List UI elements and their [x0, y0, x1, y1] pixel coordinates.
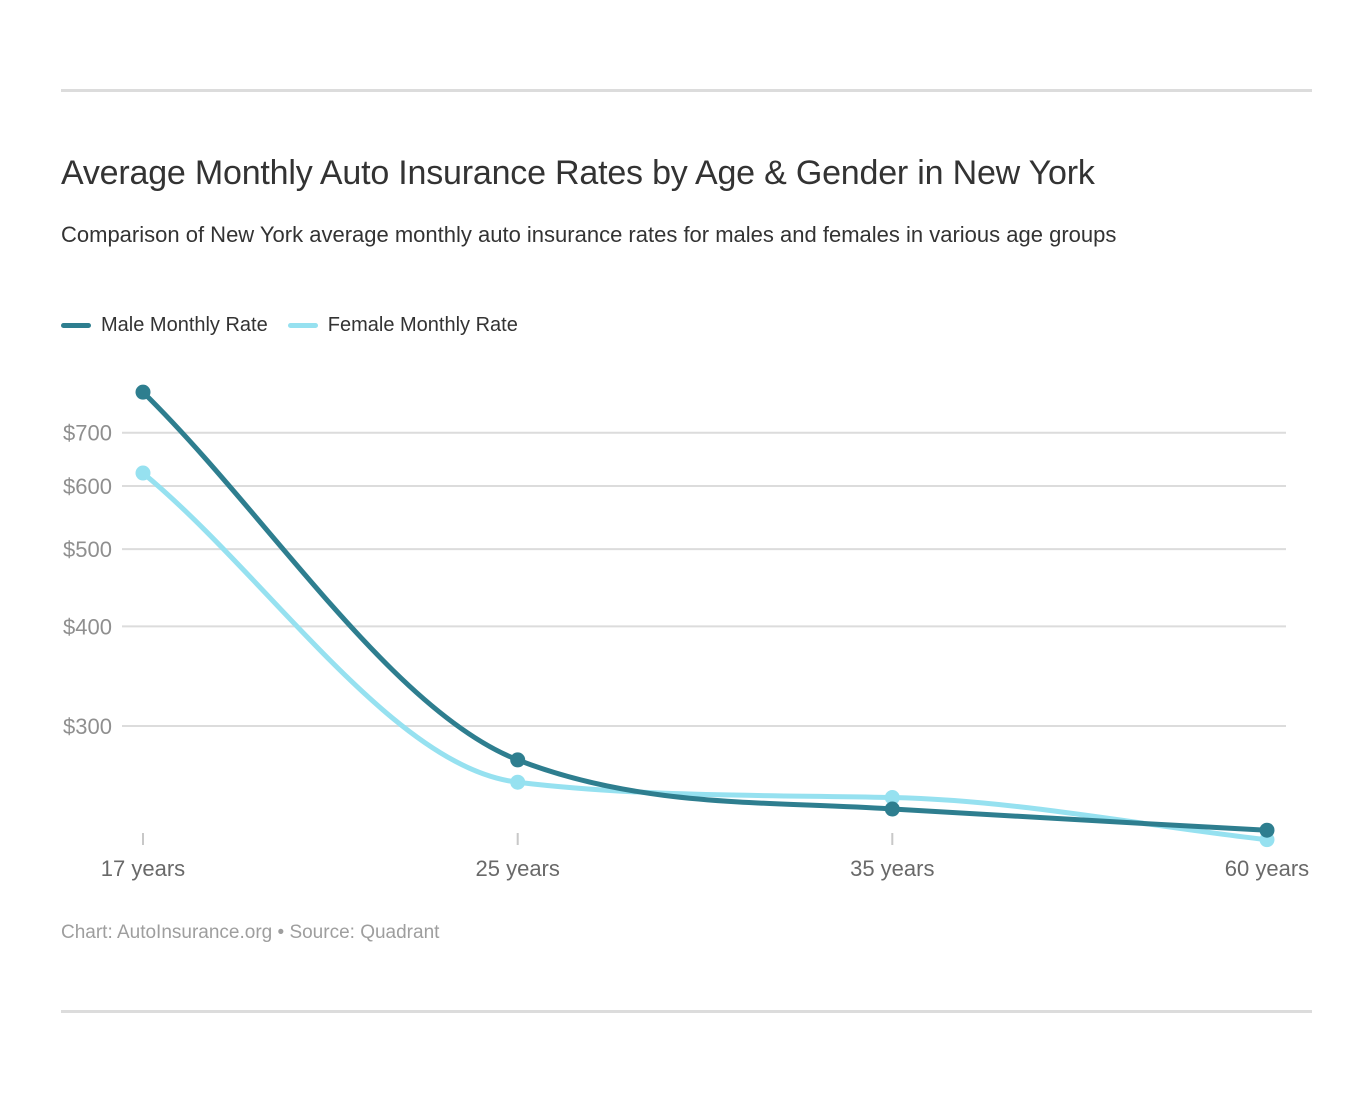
legend-label-male: Male Monthly Rate	[101, 314, 268, 336]
female-data-point	[510, 774, 526, 790]
chart-subtitle: Comparison of New York average monthly a…	[61, 222, 1117, 247]
x-axis-label: 25 years	[476, 856, 560, 881]
female-data-point	[135, 465, 151, 481]
male-data-point	[1259, 822, 1275, 838]
male-data-point	[510, 752, 526, 768]
y-axis-label: $300	[63, 714, 112, 739]
female-rate-line	[141, 471, 1268, 843]
x-axis-label: 35 years	[850, 856, 934, 881]
x-axis-label: 60 years	[1225, 856, 1309, 881]
chart-title: Average Monthly Auto Insurance Rates by …	[61, 154, 1095, 192]
legend-swatch-female-icon	[287, 323, 318, 328]
female-data-point	[884, 789, 900, 805]
legend-label-female: Female Monthly Rate	[327, 314, 518, 336]
x-axis-label: 17 years	[101, 856, 185, 881]
chart-footer: Chart: AutoInsurance.org • Source: Quadr…	[61, 922, 440, 943]
male-data-point	[135, 384, 151, 400]
male-rate-line	[141, 390, 1268, 833]
legend: Male Monthly Rate Female Monthly Rate	[61, 314, 518, 337]
y-axis-label: $700	[63, 421, 112, 446]
y-axis-label: $500	[63, 537, 112, 562]
y-axis-label: $600	[63, 474, 112, 499]
top-divider	[61, 89, 1312, 92]
male-data-point	[884, 801, 900, 817]
legend-item-male: Male Monthly Rate	[61, 314, 268, 337]
bottom-divider	[61, 1010, 1312, 1013]
legend-swatch-male-icon	[61, 323, 91, 328]
legend-item-female: Female Monthly Rate	[287, 314, 518, 337]
y-axis-label: $400	[63, 614, 112, 639]
female-data-point	[1259, 832, 1275, 848]
